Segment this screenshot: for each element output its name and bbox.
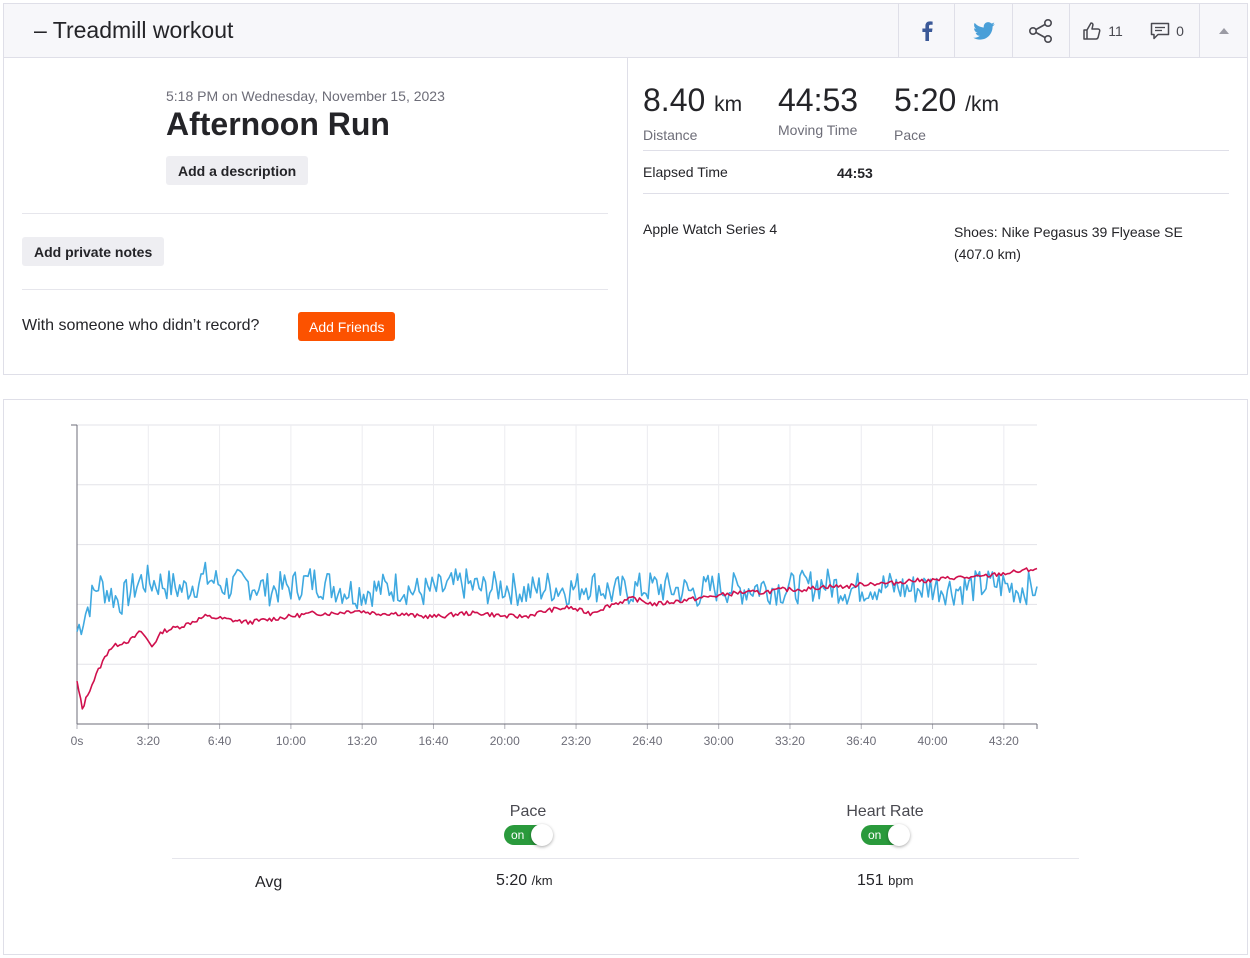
divider	[22, 213, 608, 214]
divider	[643, 193, 1229, 194]
comment-icon	[1150, 22, 1170, 39]
divider	[22, 289, 608, 290]
x-tick-label: 43:20	[989, 734, 1019, 748]
collapse-button[interactable]	[1199, 4, 1248, 57]
heart-rate-toggle[interactable]: on	[861, 824, 910, 846]
distance-unit: km	[714, 93, 743, 116]
shoes-info[interactable]: Shoes: Nike Pegasus 39 Flyease SE (407.0…	[954, 224, 1183, 262]
device-name: Apple Watch Series 4	[643, 221, 778, 237]
comments-button[interactable]: 0	[1135, 4, 1199, 57]
facebook-icon	[921, 20, 933, 41]
distance-value: 8.40	[643, 82, 706, 118]
moving-time-value: 44:53	[778, 82, 859, 118]
toggle-knob	[531, 824, 553, 846]
average-pace-value: 5:20	[496, 872, 528, 889]
x-tick-label: 20:00	[490, 734, 520, 748]
add-description-button[interactable]: Add a description	[166, 156, 309, 185]
share-button[interactable]	[1012, 4, 1069, 57]
average-pace-unit: /km	[531, 873, 553, 888]
share-icon	[1028, 18, 1052, 43]
activity-type-title: – Treadmill workout	[34, 17, 234, 43]
pace-value: 5:20	[894, 82, 957, 118]
distance-stat: 8.40 km Distance	[643, 80, 742, 143]
twitter-icon	[972, 21, 995, 40]
pace-toggle-group: Pace on	[478, 803, 578, 850]
x-tick-label: 6:40	[208, 734, 232, 748]
pace-toggle-title: Pace	[509, 803, 547, 820]
pace-heart-rate-chart[interactable]: 0s 3:20 6:40 10:00 13:20 16:40 20:00 23:20 26:40…	[4, 400, 1247, 780]
thumbs-up-icon	[1083, 21, 1101, 40]
facebook-share-button[interactable]	[898, 4, 954, 57]
moving-time-stat: 44:53 Moving Time	[778, 80, 858, 138]
toggle-state-label: on	[868, 828, 882, 842]
heart-rate-toggle-title: Heart Rate	[846, 803, 924, 820]
distance-label: Distance	[643, 127, 698, 143]
x-tick-label: 36:40	[846, 734, 876, 748]
kudos-button[interactable]: 11	[1069, 4, 1135, 57]
x-tick-label: 30:00	[704, 734, 734, 748]
heart-rate-toggle-group: Heart Rate on	[835, 803, 935, 850]
average-heart-rate: 151 bpm	[857, 872, 913, 890]
toggle-knob	[888, 824, 910, 846]
activity-details-panel: 5:18 PM on Wednesday, November 15, 2023 …	[4, 58, 628, 374]
pace-unit: /km	[965, 93, 999, 116]
toggle-state-label: on	[511, 828, 525, 842]
x-tick-label: 33:20	[775, 734, 805, 748]
x-tick-label: 13:20	[347, 734, 377, 748]
pace-label: Pace	[894, 127, 926, 143]
activity-summary-card: – Treadmill workout 11 0 5:18 PM on Wedn…	[3, 3, 1248, 375]
twitter-share-button[interactable]	[954, 4, 1012, 57]
with-someone-prompt: With someone who didn’t record?	[22, 317, 260, 334]
x-tick-label: 16:40	[418, 734, 448, 748]
caret-up-icon	[1219, 27, 1229, 34]
activity-stats-panel: 8.40 km Distance 44:53 Moving Time 5:20 …	[628, 58, 1247, 374]
x-tick-label: 26:40	[632, 734, 662, 748]
average-heart-rate-unit: bpm	[888, 873, 914, 888]
elapsed-time-label: Elapsed Time	[643, 164, 728, 180]
add-friends-button[interactable]: Add Friends	[298, 312, 396, 341]
x-tick-label: 23:20	[561, 734, 591, 748]
heart-rate-series-line	[76, 567, 1038, 710]
pace-toggle[interactable]: on	[504, 824, 553, 846]
moving-time-label: Moving Time	[778, 122, 858, 138]
add-private-notes-button[interactable]: Add private notes	[22, 237, 165, 266]
divider	[643, 150, 1229, 151]
x-tick-label: 10:00	[276, 734, 306, 748]
pace-series-line	[76, 561, 1038, 636]
average-row-label: Avg	[255, 874, 283, 891]
pace-stat: 5:20 /km Pace	[894, 80, 999, 143]
card-header: – Treadmill workout 11 0	[4, 4, 1247, 58]
elapsed-time-value: 44:53	[837, 165, 873, 181]
comments-count: 0	[1176, 22, 1184, 39]
x-tick-label: 0s	[71, 734, 84, 748]
average-heart-rate-value: 151	[857, 872, 884, 889]
analysis-chart-card: 0s 3:20 6:40 10:00 13:20 16:40 20:00 23:20 26:40…	[3, 399, 1248, 955]
activity-name: Afternoon Run	[166, 106, 390, 142]
activity-datetime: 5:18 PM on Wednesday, November 15, 2023	[166, 88, 445, 104]
x-tick-label: 3:20	[137, 734, 161, 748]
divider	[172, 858, 1079, 859]
x-tick-label: 40:00	[918, 734, 948, 748]
average-pace: 5:20 /km	[496, 872, 553, 890]
kudos-count: 11	[1108, 22, 1123, 39]
